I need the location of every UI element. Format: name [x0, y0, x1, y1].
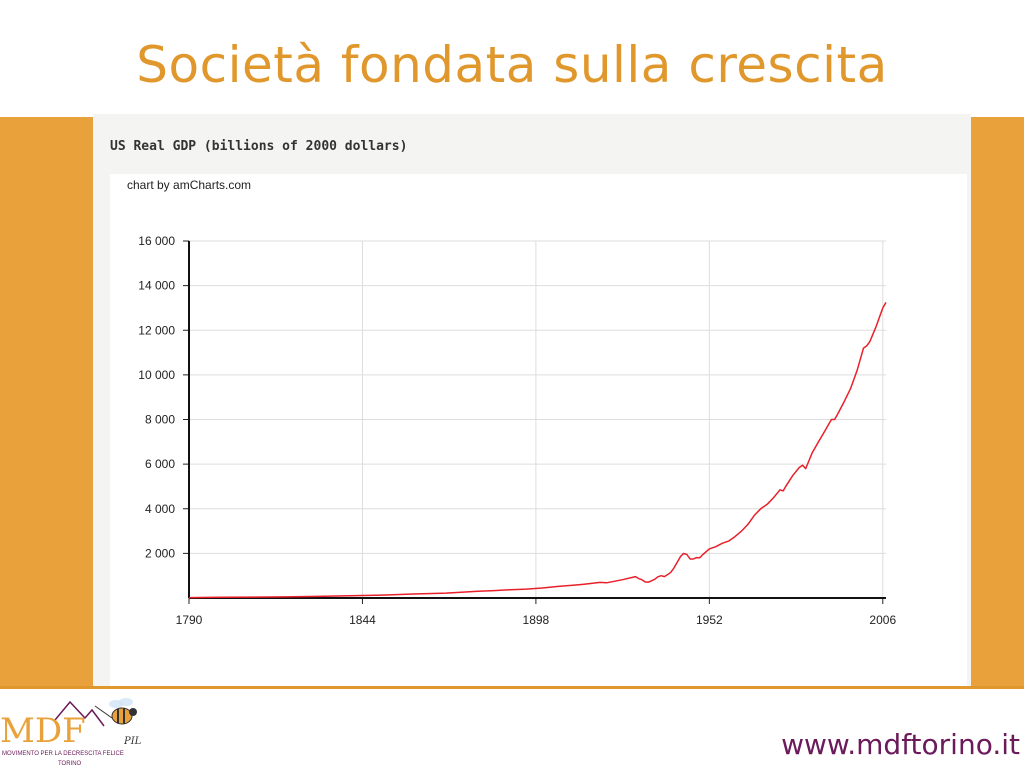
y-tick-label: 2 000 — [145, 546, 175, 560]
footer-url-link[interactable]: www.mdftorino.it — [781, 728, 1020, 761]
logo-text: MDF — [0, 711, 86, 751]
chart-area — [110, 174, 967, 686]
bee-icon — [94, 698, 137, 725]
y-tick-label: 10 000 — [138, 368, 175, 382]
y-tick-label: 4 000 — [145, 502, 175, 516]
chart-title: US Real GDP (billions of 2000 dollars) — [110, 139, 408, 154]
slide-title: Società fondata sulla crescita — [136, 36, 888, 94]
mdf-logo: MDF PIL MOVIMENTO PER LA DECRESCITA FELI… — [0, 698, 142, 767]
x-tick-label: 1790 — [176, 613, 203, 627]
y-tick-label: 12 000 — [138, 323, 175, 337]
accent-divider — [0, 686, 1024, 689]
y-tick-label: 16 000 — [138, 234, 175, 248]
x-tick-label: 1844 — [349, 613, 376, 627]
gdp-series-line — [188, 302, 887, 599]
x-tick-label: 1898 — [523, 613, 550, 627]
y-tick-label: 14 000 — [138, 279, 175, 293]
y-tick-label: 8 000 — [145, 413, 175, 427]
logo-tag: PIL — [123, 736, 142, 747]
logo-subtitle: MOVIMENTO PER LA DECRESCITA FELICE — [2, 751, 124, 757]
y-tick-label: 6 000 — [145, 457, 175, 471]
logo-city: TORINO — [58, 761, 82, 767]
x-tick-label: 1952 — [696, 613, 723, 627]
x-tick-label: 2006 — [869, 613, 896, 627]
chart-credit-link[interactable]: chart by amCharts.com — [127, 178, 252, 192]
